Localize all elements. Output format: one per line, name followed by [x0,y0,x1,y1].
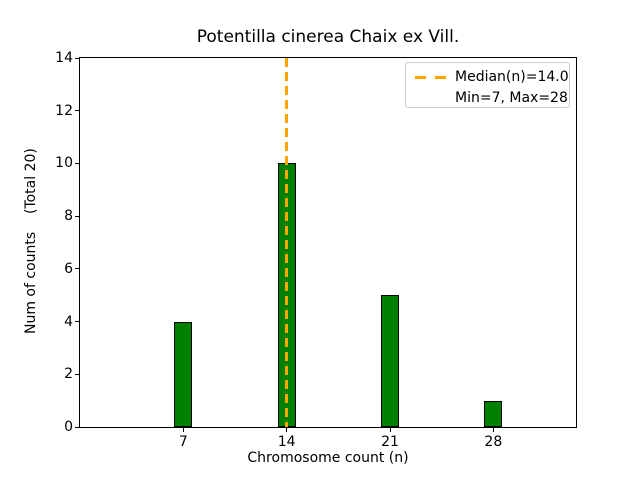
x-axis-label: Chromosome count (n) [247,450,409,466]
y-tick-label: 0 [64,419,73,435]
y-tick-mark [75,426,79,428]
legend-entry-median: Median(n)=14.0 [415,67,569,87]
y-tick-label: 8 [64,208,73,225]
plot-area [79,57,577,428]
y-tick-mark [75,57,79,59]
y-tick-label: 6 [64,260,73,277]
y-tick-mark [75,110,79,112]
x-tick-mark [389,428,391,432]
legend: Median(n)=14.0 Min=7, Max=28 [405,62,570,108]
chart-title: Potentilla cinerea Chaix ex Vill. [196,27,460,47]
x-tick-mark [492,428,494,432]
y-tick-label: 14 [55,50,73,66]
x-tick-label: 21 [381,434,399,450]
legend-label-median: Median(n)=14.0 [455,69,569,85]
y-tick-label: 10 [55,155,73,172]
median-line [285,58,289,427]
empty-handle [415,97,446,100]
x-tick-label: 28 [484,434,503,450]
y-tick-label: 12 [55,102,73,119]
legend-entry-minmax: Min=7, Max=28 [415,88,568,108]
bar-n21 [381,295,399,427]
bar-n7 [174,321,193,427]
bar-n28 [484,400,503,427]
y-tick-label: 2 [64,366,73,383]
y-tick-label: 4 [64,313,73,330]
x-tick-mark [182,428,184,432]
x-tick-mark [286,428,288,432]
y-tick-mark [75,321,79,323]
y-tick-mark [75,268,79,270]
x-tick-label: 14 [277,434,296,450]
x-tick-label: 7 [178,434,188,450]
y-tick-mark [75,162,79,164]
dashed-line-icon [415,75,446,79]
y-tick-mark [75,373,79,375]
y-tick-mark [75,215,79,217]
legend-label-minmax: Min=7, Max=28 [455,90,568,106]
